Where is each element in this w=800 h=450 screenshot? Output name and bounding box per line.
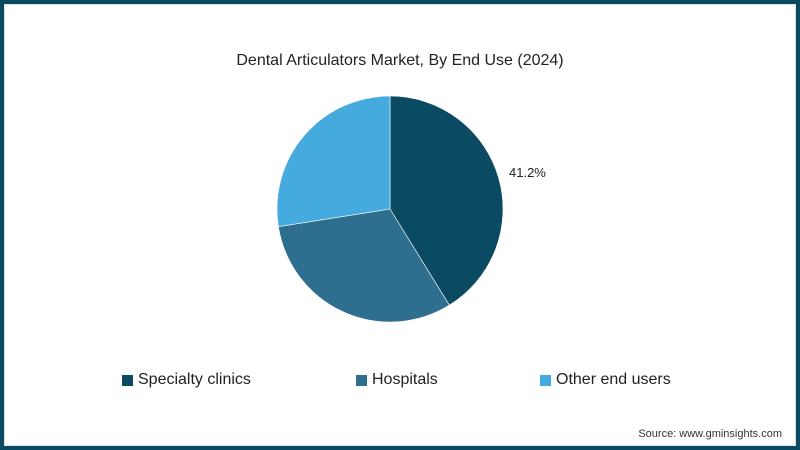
legend-label: Specialty clinics [138,371,251,388]
legend-item-hospitals: Hospitals [356,371,438,389]
source-note: Source: www.gminsights.com [638,428,782,440]
legend-item-specialty-clinics: Specialty clinics [122,371,251,389]
pie-slice-other-end-users [276,95,391,228]
pie-slice-specialty-clinics [389,95,504,306]
pie-slice-hospitals [278,208,450,323]
chart-title: Dental Articulators Market, By End Use (… [236,52,564,69]
legend-swatch-icon [356,374,367,386]
legend-swatch-icon [122,374,133,386]
legend-label: Hospitals [372,371,438,388]
slice-label-specialty-clinics: 41.2% [509,165,546,180]
legend-label: Other end users [556,371,671,388]
legend-swatch-icon [540,374,551,386]
legend: Specialty clinics Hospitals Other end us… [0,371,800,393]
legend-item-other-end-users: Other end users [540,371,671,389]
chart-frame-inner [4,4,796,446]
